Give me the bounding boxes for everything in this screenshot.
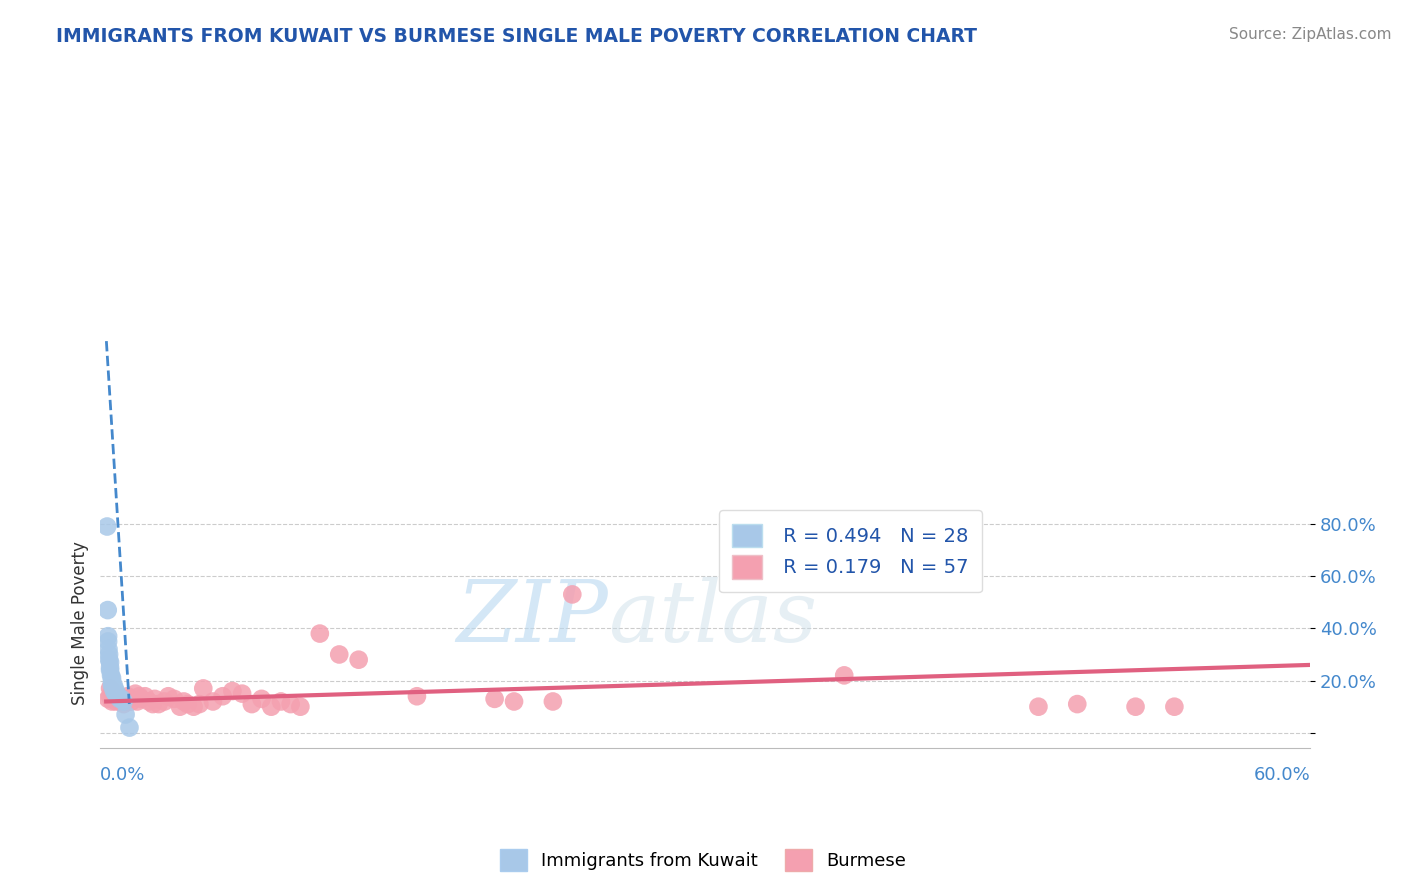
Point xyxy=(103,679,125,693)
Point xyxy=(101,671,124,685)
Point xyxy=(104,687,127,701)
Point xyxy=(114,707,136,722)
Point xyxy=(120,694,142,708)
Point xyxy=(308,626,330,640)
Point xyxy=(98,648,121,662)
Point xyxy=(148,697,170,711)
Point xyxy=(118,691,141,706)
Text: atlas: atlas xyxy=(609,577,818,659)
Point xyxy=(250,691,273,706)
Point xyxy=(98,690,121,704)
Point xyxy=(98,660,121,674)
Point xyxy=(143,691,166,706)
Point xyxy=(201,694,224,708)
Text: 0.0%: 0.0% xyxy=(100,766,146,784)
Point xyxy=(96,519,118,533)
Text: IMMIGRANTS FROM KUWAIT VS BURMESE SINGLE MALE POVERTY CORRELATION CHART: IMMIGRANTS FROM KUWAIT VS BURMESE SINGLE… xyxy=(56,27,977,45)
Text: 60.0%: 60.0% xyxy=(1254,766,1310,784)
Point xyxy=(142,697,165,711)
Point xyxy=(138,694,160,708)
Point xyxy=(101,673,124,688)
Point xyxy=(211,690,233,704)
Point xyxy=(117,690,139,704)
Point xyxy=(104,687,127,701)
Point xyxy=(107,690,129,704)
Point xyxy=(193,681,215,696)
Point xyxy=(290,699,312,714)
Point xyxy=(111,691,134,706)
Point xyxy=(183,699,205,714)
Point xyxy=(561,587,583,601)
Point xyxy=(503,694,526,708)
Point xyxy=(1125,699,1147,714)
Point xyxy=(328,648,350,662)
Point xyxy=(1163,699,1185,714)
Point xyxy=(103,684,125,698)
Point xyxy=(127,694,149,708)
Point xyxy=(101,694,124,708)
Point xyxy=(188,697,211,711)
Legend:  R = 0.494   N = 28,  R = 0.179   N = 57: R = 0.494 N = 28, R = 0.179 N = 57 xyxy=(718,510,983,592)
Point xyxy=(104,694,127,708)
Point xyxy=(231,687,253,701)
Point xyxy=(124,687,146,701)
Point xyxy=(157,690,180,704)
Point xyxy=(100,668,122,682)
Point xyxy=(101,676,124,690)
Point xyxy=(97,603,120,617)
Text: ZIP: ZIP xyxy=(457,577,609,659)
Point xyxy=(270,694,292,708)
Point xyxy=(101,679,124,693)
Point xyxy=(97,634,120,648)
Point xyxy=(169,699,191,714)
Point xyxy=(98,663,121,677)
Point xyxy=(484,691,506,706)
Point xyxy=(177,697,200,711)
Point xyxy=(97,642,120,657)
Point xyxy=(1066,697,1088,711)
Point xyxy=(107,691,129,706)
Point xyxy=(98,653,121,667)
Point xyxy=(118,721,141,735)
Point xyxy=(98,681,121,696)
Point xyxy=(163,691,186,706)
Point xyxy=(240,697,263,711)
Point xyxy=(107,690,129,704)
Point xyxy=(129,691,152,706)
Point xyxy=(153,694,176,708)
Point xyxy=(104,684,127,698)
Point xyxy=(97,691,120,706)
Point xyxy=(280,697,302,711)
Point xyxy=(97,629,120,643)
Point xyxy=(134,690,156,704)
Text: Source: ZipAtlas.com: Source: ZipAtlas.com xyxy=(1229,27,1392,42)
Point xyxy=(98,655,121,669)
Point xyxy=(103,687,125,701)
Point xyxy=(832,668,855,682)
Point xyxy=(108,694,131,708)
Point xyxy=(221,684,243,698)
Point xyxy=(111,691,134,706)
Point xyxy=(260,699,283,714)
Legend: Immigrants from Kuwait, Burmese: Immigrants from Kuwait, Burmese xyxy=(492,842,914,879)
Point xyxy=(406,690,429,704)
Point xyxy=(541,694,564,708)
Point xyxy=(112,694,135,708)
Point xyxy=(108,691,131,706)
Point xyxy=(1028,699,1050,714)
Point xyxy=(114,694,136,708)
Point xyxy=(347,653,370,667)
Point xyxy=(128,690,150,704)
Point xyxy=(104,690,127,704)
Point xyxy=(103,681,125,696)
Point xyxy=(173,694,195,708)
Y-axis label: Single Male Poverty: Single Male Poverty xyxy=(72,541,89,705)
Point xyxy=(101,684,124,698)
Point xyxy=(112,697,135,711)
